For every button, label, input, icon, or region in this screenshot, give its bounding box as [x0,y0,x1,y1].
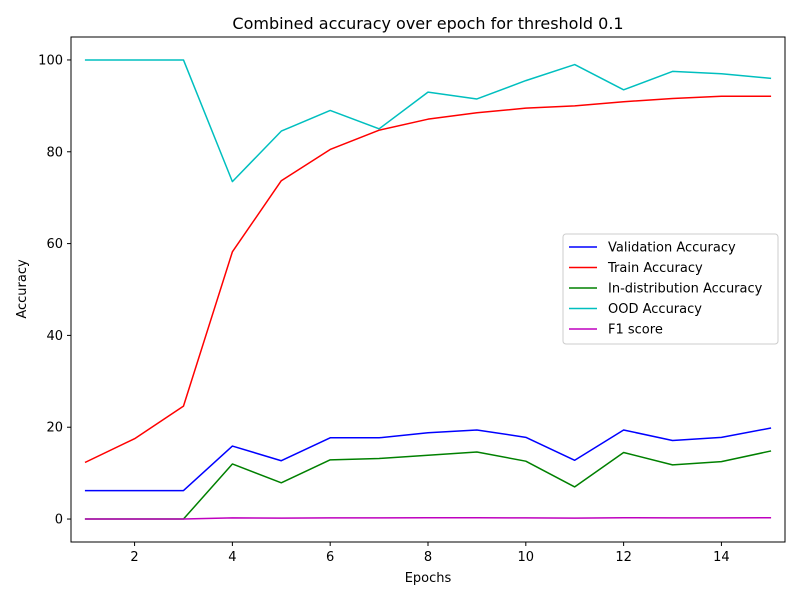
y-tick-label: 80 [46,145,63,160]
legend-box [562,233,779,345]
x-tick-label: 12 [615,550,632,565]
series-lines [84,59,772,520]
x-tick-label: 10 [518,550,535,565]
series-line-0 [84,427,772,492]
x-tick-label: 2 [130,550,138,565]
chart-title: Combined accuracy over epoch for thresho… [232,14,623,33]
legend: Validation Accuracy Train Accuracy In-dist… [562,233,779,345]
legend-label-3: OOD Accuracy [608,302,702,317]
legend-label-2: In-distribution Accuracy [608,282,763,297]
x-axis-ticks: 2 4 6 8 10 12 14 [130,542,730,565]
y-tick-label: 100 [38,53,63,68]
x-tick-label: 6 [326,550,334,565]
series-line-3 [84,59,772,183]
legend-label-1: Train Accuracy [607,261,703,276]
y-tick-label: 0 [55,513,63,528]
y-tick-label: 40 [46,329,63,344]
x-tick-label: 4 [228,550,236,565]
series-line-1 [84,95,772,464]
x-axis-label: Epochs [405,571,452,586]
x-tick-label: 8 [424,550,432,565]
y-tick-label: 20 [46,421,63,436]
y-axis-label: Accuracy [15,259,30,319]
series-line-4 [84,517,772,520]
series-line-2 [84,450,772,520]
y-tick-label: 60 [46,237,63,252]
legend-label-0: Validation Accuracy [608,241,736,256]
y-axis-ticks: 0 20 40 60 80 100 [38,53,71,528]
x-tick-label: 14 [713,550,730,565]
legend-label-4: F1 score [608,323,663,338]
